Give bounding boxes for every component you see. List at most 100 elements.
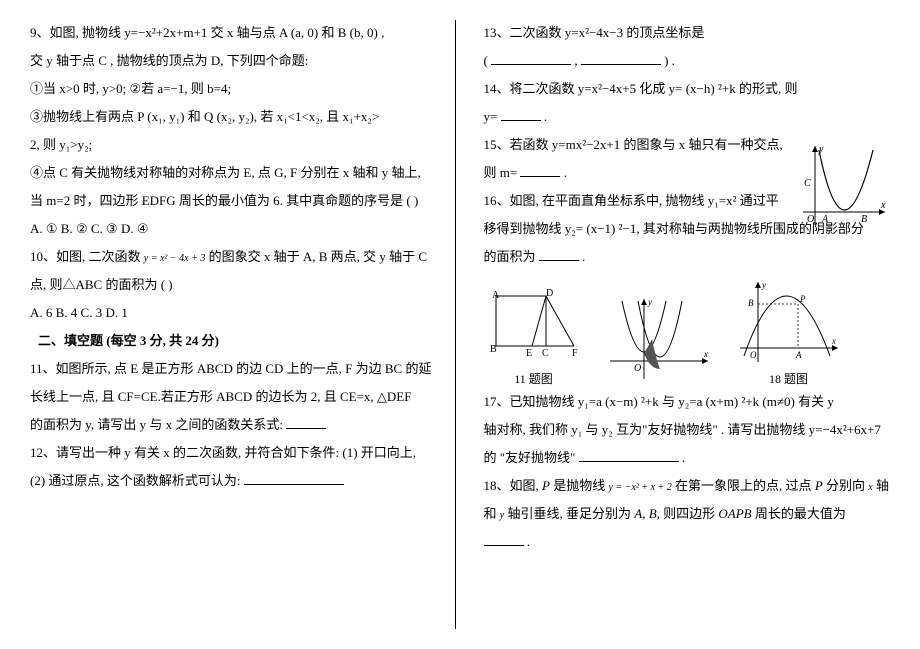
fig18-label: 18 题图 bbox=[734, 370, 844, 387]
q9-options: A. ① B. ② C. ③ D. ④ bbox=[30, 216, 437, 242]
fig18-B: B bbox=[748, 298, 754, 308]
q16-line3: 的面积为 . bbox=[484, 244, 891, 270]
fig18-O: O bbox=[750, 350, 757, 360]
q9-line4: ③抛物线上有两点 P (x₁, y₁) 和 Q (x₂, y₂), 若 x₁<1… bbox=[30, 104, 437, 130]
q10-options: A. 6 B. 4 C. 3 D. 1 bbox=[30, 300, 437, 326]
q13-blank2 bbox=[581, 51, 661, 65]
q13-blank1 bbox=[491, 51, 571, 65]
fig11-D: D bbox=[546, 288, 553, 299]
q14-line2: y= . bbox=[484, 104, 891, 130]
q18-t9: 周长的最大值为 bbox=[752, 506, 846, 521]
q9-line1: 9、如图, 抛物线 y=−x²+2x+m+1 交 x 轴与点 A (a, 0) … bbox=[30, 20, 437, 46]
fig18-svg: O A B P x y bbox=[734, 276, 844, 366]
page: 9、如图, 抛物线 y=−x²+2x+m+1 交 x 轴与点 A (a, 0) … bbox=[30, 20, 890, 629]
fig11-B: B bbox=[490, 344, 497, 355]
q11-blank bbox=[286, 415, 326, 429]
q17-period: . bbox=[682, 450, 685, 465]
q10-line1: 10、如图, 二次函数 y = x² − 4x + 3 的图象交 x 轴于 A,… bbox=[30, 244, 437, 270]
q18-blank bbox=[484, 532, 524, 546]
q17-line1: 17、已知抛物线 y₁=a (x−m) ²+k 与 y₂=a (x+m) ²+k… bbox=[484, 389, 891, 415]
q18-B: B bbox=[649, 506, 657, 521]
fig18-x: x bbox=[831, 336, 836, 346]
q18-t7: 轴引垂线, 垂足分别为 bbox=[504, 506, 634, 521]
label-y: y bbox=[818, 144, 824, 155]
small-parabola-figure: O A B C x y bbox=[795, 140, 890, 234]
q18-period: . bbox=[527, 534, 530, 549]
q18-t3: 在第一象限上的点, 过点 bbox=[672, 478, 815, 493]
q12-line2: (2) 通过原点, 这个函数解析式可认为: bbox=[30, 468, 437, 494]
q18-line1: 18、如图, P 是抛物线 y = −x² + x + 2 在第一象限上的点, … bbox=[484, 473, 891, 499]
fig11-svg: A D B C E F bbox=[484, 286, 584, 366]
q14-line1: 14、将二次函数 y=x²−4x+5 化成 y= (x−h) ²+k 的形式, … bbox=[484, 76, 891, 102]
label-B: B bbox=[861, 214, 867, 225]
label-A: A bbox=[821, 214, 829, 225]
q17-line3: 的 "友好抛物线" . bbox=[484, 445, 891, 471]
q15-text: 则 m= bbox=[484, 165, 518, 180]
q13-paren-open: ( bbox=[484, 53, 488, 68]
label-C: C bbox=[804, 178, 811, 189]
q14-text: y= bbox=[484, 109, 498, 124]
q18-t8: , 则四边形 bbox=[657, 506, 719, 521]
figmid-O: O bbox=[634, 363, 641, 374]
q11-line1: 11、如图所示, 点 E 是正方形 ABCD 的边 CD 上的一点, F 为边 … bbox=[30, 356, 437, 382]
q9-line3: ①当 x>0 时, y>0; ②若 a=−1, 则 b=4; bbox=[30, 76, 437, 102]
q12-blank bbox=[244, 471, 344, 485]
q17-text: 的 "友好抛物线" bbox=[484, 450, 579, 465]
fig11-A: A bbox=[492, 290, 500, 301]
q18-eq: y = −x² + x + 2 bbox=[608, 482, 671, 493]
figures-row: A D B C E F 11 题图 O bbox=[484, 276, 891, 387]
q13-line2: ( , ) . bbox=[484, 48, 891, 74]
q10-text-a: 10、如图, 二次函数 bbox=[30, 249, 141, 264]
q10-text-b: 的图象交 x 轴于 A, B 两点, 交 y 轴于 C bbox=[209, 249, 427, 264]
q9-line6: ④点 C 有关抛物线对称轴的对称点为 E, 点 G, F 分别在 x 轴和 y … bbox=[30, 160, 437, 186]
parabola-svg: O A B C x y bbox=[795, 140, 890, 230]
fig-mid-svg: O x y bbox=[604, 293, 714, 383]
q12-line1: 12、请写出一种 y 有关 x 的二次函数, 并符合如下条件: (1) 开口向上… bbox=[30, 440, 437, 466]
q9-line5: 2, 则 y₁>y₂; bbox=[30, 132, 437, 158]
q18-t6: 和 bbox=[484, 506, 500, 521]
q18-line3: . bbox=[484, 529, 891, 555]
q12-text: (2) 通过原点, 这个函数解析式可认为: bbox=[30, 473, 244, 488]
q15-period: . bbox=[564, 165, 567, 180]
q9-line7: 当 m=2 时，四边形 EDFG 周长的最小值为 6. 其中真命题的序号是 ( … bbox=[30, 188, 437, 214]
figmid-y: y bbox=[647, 297, 652, 307]
q14-period: . bbox=[544, 109, 547, 124]
left-column: 9、如图, 抛物线 y=−x²+2x+m+1 交 x 轴与点 A (a, 0) … bbox=[30, 20, 456, 629]
q9-line2: 交 y 轴于点 C , 抛物线的顶点为 D, 下列四个命题: bbox=[30, 48, 437, 74]
fig11-E: E bbox=[526, 348, 532, 359]
fig11-label: 11 题图 bbox=[484, 370, 584, 387]
q11-text: 的面积为 y, 请写出 y 与 x 之间的函数关系式: bbox=[30, 417, 286, 432]
q18-t4: 分别向 bbox=[823, 478, 869, 493]
q18-P2: P bbox=[815, 478, 823, 493]
q18-A: A bbox=[634, 506, 642, 521]
q16-period: . bbox=[582, 249, 585, 264]
q18-P: P bbox=[542, 478, 550, 493]
q18-t1: 18、如图, bbox=[484, 478, 543, 493]
fig18-A: A bbox=[795, 350, 802, 360]
section-2-heading: 二、填空题 (每空 3 分, 共 24 分) bbox=[30, 328, 437, 354]
q10-line2: 点, 则△ABC 的面积为 ( ) bbox=[30, 272, 437, 298]
q18-t5: 轴 bbox=[873, 478, 889, 493]
fig18-y: y bbox=[761, 280, 766, 290]
q16-text: 的面积为 bbox=[484, 249, 536, 264]
q18-t2: 是抛物线 bbox=[550, 478, 609, 493]
q17-line2: 轴对称, 我们称 y₁ 与 y₂ 互为"友好抛物线" . 请写出抛物线 y=−4… bbox=[484, 417, 891, 443]
q16-blank bbox=[539, 247, 579, 261]
fig-mid-wrap: O x y bbox=[604, 293, 714, 387]
fig11-wrap: A D B C E F 11 题图 bbox=[484, 286, 584, 387]
q18-line2: 和 y 轴引垂线, 垂足分别为 A, B, 则四边形 OAPB 周长的最大值为 bbox=[484, 501, 891, 527]
fig11-C: C bbox=[542, 348, 549, 359]
right-column: 13、二次函数 y=x²−4x−3 的顶点坐标是 ( , ) . 14、将二次函… bbox=[476, 20, 891, 629]
label-x: x bbox=[880, 200, 886, 211]
q17-blank bbox=[579, 448, 679, 462]
label-O: O bbox=[807, 214, 814, 225]
q15-blank bbox=[520, 163, 560, 177]
q11-line2: 长线上一点, 且 CF=CE.若正方形 ABCD 的边长为 2, 且 CE=x,… bbox=[30, 384, 437, 410]
figmid-x: x bbox=[703, 349, 708, 359]
fig11-F: F bbox=[572, 348, 578, 359]
q11-line3: 的面积为 y, 请写出 y 与 x 之间的函数关系式: bbox=[30, 412, 437, 438]
q14-blank bbox=[501, 107, 541, 121]
fig18-wrap: O A B P x y 18 题图 bbox=[734, 276, 844, 387]
q18-OAPB: OAPB bbox=[718, 506, 751, 521]
q13-line1: 13、二次函数 y=x²−4x−3 的顶点坐标是 bbox=[484, 20, 891, 46]
